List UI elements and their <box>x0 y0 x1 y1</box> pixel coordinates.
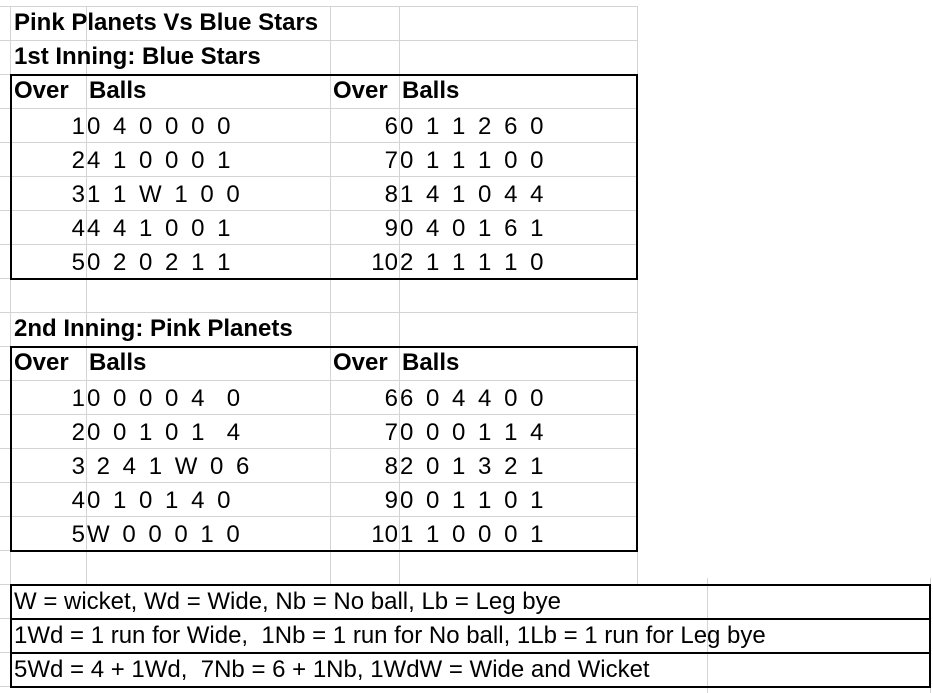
over-balls[interactable]: 1 1 W 1 0 0 <box>87 181 243 208</box>
gridline-h <box>0 414 637 415</box>
inning-heading[interactable]: 1st Inning: Blue Stars <box>14 43 261 70</box>
gridline-h <box>0 40 637 41</box>
over-balls[interactable]: 1 1 0 0 0 1 <box>400 521 547 548</box>
over-balls[interactable]: 0 0 1 0 1 4 <box>87 419 244 446</box>
over-balls[interactable]: 2 4 1 W 0 6 <box>87 453 253 480</box>
over-number[interactable]: 7 <box>384 419 398 446</box>
over-number[interactable]: 1 <box>71 385 85 412</box>
over-balls[interactable]: 4 4 1 0 0 1 <box>87 215 234 242</box>
gridline-h <box>0 312 637 313</box>
over-balls[interactable]: 0 0 1 1 0 1 <box>400 487 547 514</box>
gridline-v <box>707 578 708 693</box>
col-header-over[interactable]: Over <box>333 77 388 104</box>
gridline-h <box>0 142 637 143</box>
over-number[interactable]: 9 <box>384 487 398 514</box>
over-balls[interactable]: 0 0 0 1 1 4 <box>400 419 547 446</box>
gridline-v <box>637 6 638 584</box>
col-header-balls[interactable]: Balls <box>402 349 460 376</box>
legend-text[interactable]: 1Wd = 1 run for Wide, 1Nb = 1 run for No… <box>14 622 766 649</box>
over-number[interactable]: 5 <box>71 521 85 548</box>
col-header-balls[interactable]: Balls <box>89 77 147 104</box>
col-header-over[interactable]: Over <box>14 349 69 376</box>
gridline-h <box>0 108 637 109</box>
gridline-v <box>330 6 331 584</box>
legend-row <box>10 652 931 688</box>
over-number[interactable]: 4 <box>71 487 85 514</box>
over-balls[interactable]: 4 1 0 0 0 1 <box>87 147 234 174</box>
over-balls[interactable]: 0 1 1 2 6 0 <box>400 113 547 140</box>
over-balls[interactable]: 2 0 1 3 2 1 <box>400 453 547 480</box>
over-balls[interactable]: 0 1 1 1 0 0 <box>400 147 547 174</box>
over-number[interactable]: 5 <box>71 249 85 276</box>
over-number[interactable]: 3 <box>71 181 85 208</box>
col-header-balls[interactable]: Balls <box>402 77 460 104</box>
over-number[interactable]: 8 <box>384 453 398 480</box>
gridline-h <box>0 448 637 449</box>
over-number[interactable]: 3 <box>71 453 85 480</box>
over-number[interactable]: 9 <box>384 215 398 242</box>
gridline-h <box>0 176 637 177</box>
col-header-over[interactable]: Over <box>333 349 388 376</box>
over-number[interactable]: 7 <box>384 147 398 174</box>
over-number[interactable]: 2 <box>71 419 85 446</box>
over-number[interactable]: 6 <box>384 113 398 140</box>
inning-heading[interactable]: 2nd Inning: Pink Planets <box>14 315 293 342</box>
inning-table <box>10 74 638 280</box>
over-balls[interactable]: 0 4 0 0 0 0 <box>87 113 234 140</box>
sheet-title[interactable]: Pink Planets Vs Blue Stars <box>14 9 319 36</box>
over-balls[interactable]: 6 0 4 4 0 0 <box>400 385 547 412</box>
over-balls[interactable]: 0 4 0 1 6 1 <box>400 215 547 242</box>
gridline-h <box>0 380 637 381</box>
gridline-v <box>86 6 87 584</box>
over-number[interactable]: 1 <box>71 113 85 140</box>
inning-table <box>10 346 638 552</box>
over-balls[interactable]: 1 4 1 0 4 4 <box>400 181 547 208</box>
gridline-h <box>0 210 637 211</box>
over-balls[interactable]: 0 0 0 0 4 0 <box>87 385 244 412</box>
over-number[interactable]: 10 <box>371 249 398 276</box>
col-header-balls[interactable]: Balls <box>89 349 147 376</box>
over-number[interactable]: 10 <box>371 521 398 548</box>
over-number[interactable]: 4 <box>71 215 85 242</box>
gridline-h <box>0 482 637 483</box>
over-balls[interactable]: 0 2 0 2 1 1 <box>87 249 234 276</box>
over-number[interactable]: 8 <box>384 181 398 208</box>
over-number[interactable]: 2 <box>71 147 85 174</box>
over-balls[interactable]: 0 1 0 1 4 0 <box>87 487 234 514</box>
legend-text[interactable]: 5Wd = 4 + 1Wd, 7Nb = 6 + 1Nb, 1WdW = Wid… <box>14 656 650 683</box>
gridline-v <box>10 6 11 584</box>
col-header-over[interactable]: Over <box>14 77 69 104</box>
legend-text[interactable]: W = wicket, Wd = Wide, Nb = No ball, Lb … <box>14 588 561 615</box>
over-balls[interactable]: W 0 0 0 1 0 <box>87 521 243 548</box>
gridline-h <box>0 244 637 245</box>
over-balls[interactable]: 2 1 1 1 1 0 <box>400 249 547 276</box>
over-number[interactable]: 6 <box>384 385 398 412</box>
gridline-v <box>399 6 400 584</box>
gridline-h <box>0 6 637 7</box>
gridline-h <box>0 516 637 517</box>
